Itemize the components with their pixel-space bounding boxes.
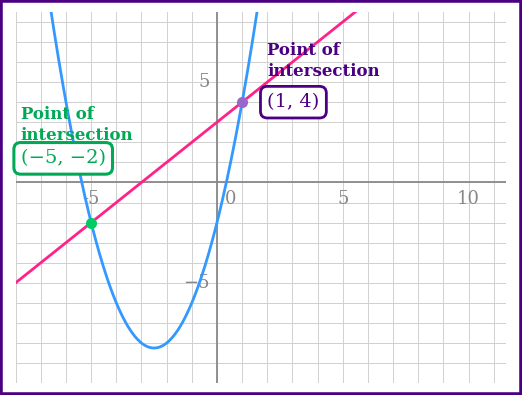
Text: -5: -5 xyxy=(82,190,100,209)
Text: 10: 10 xyxy=(457,190,480,209)
Text: Point of
intersection: Point of intersection xyxy=(267,42,380,80)
Text: 5: 5 xyxy=(198,73,209,91)
Text: 0: 0 xyxy=(224,190,236,209)
Text: −5: −5 xyxy=(183,274,209,292)
Text: Point of
intersection: Point of intersection xyxy=(21,106,133,144)
Text: 5: 5 xyxy=(337,190,349,209)
Text: (−5, −2): (−5, −2) xyxy=(21,149,105,167)
Text: (1, 4): (1, 4) xyxy=(267,93,319,111)
